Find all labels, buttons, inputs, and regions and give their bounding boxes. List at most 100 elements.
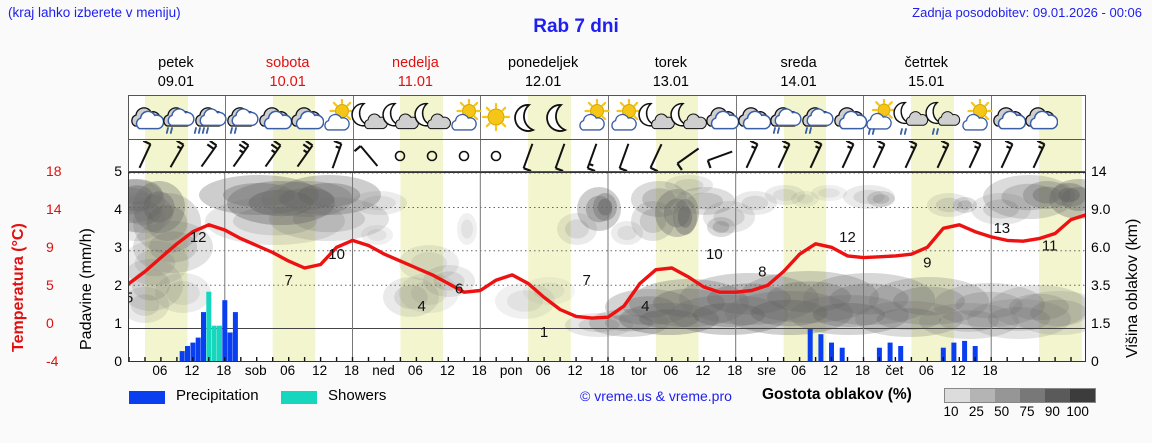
cloud-height-tick: 6.0 [1091, 239, 1111, 255]
cloud-density-swatch [1070, 389, 1095, 402]
cloud-height-tick: 3.5 [1091, 277, 1111, 293]
svg-text:1: 1 [540, 324, 548, 341]
wind-barb [608, 141, 640, 173]
wind-barb [863, 139, 895, 171]
weather-icon-row [128, 95, 1086, 139]
day-separator [480, 96, 482, 139]
weather-icon-moon-cloud-rain [892, 99, 930, 137]
wind-barb-row [128, 139, 1086, 173]
day-separator [991, 96, 993, 139]
temperature-axis-title: Temperatura (°C) [10, 223, 27, 352]
day-header-torek: torek 13.01 [607, 54, 735, 92]
wind-barb [832, 139, 864, 171]
x-tick-label: 12 [823, 363, 839, 378]
precipitation-tick: 4 [114, 201, 122, 217]
x-tick-label: sob [244, 363, 267, 378]
svg-text:10: 10 [328, 246, 345, 263]
cloud-density-tick: 25 [968, 404, 984, 419]
showers-legend-label: Showers [328, 387, 387, 404]
daylight-band [911, 140, 954, 171]
day-date: 10.01 [269, 74, 306, 90]
weather-icon-moon-cloud [413, 99, 452, 137]
day-name: petek [158, 55, 194, 71]
x-tick-label: 06 [791, 363, 807, 378]
day-name: torek [654, 55, 687, 71]
day-header-sobota: sobota 10.01 [224, 54, 352, 92]
wind-barb [353, 141, 385, 171]
location-hint[interactable]: (kraj lahko izberete v meniju) [8, 5, 181, 20]
weather-icon-sun-cloud [605, 98, 643, 137]
x-tick-label: 06 [152, 363, 168, 378]
wind-barb [257, 139, 289, 171]
x-tick-label: 06 [407, 363, 423, 378]
day-header-ponedeljek: ponedeljek 12.01 [479, 54, 607, 92]
x-tick-label: 18 [727, 363, 743, 378]
x-tick-label: 18 [344, 363, 360, 378]
weather-icon-moon-cloud [669, 99, 707, 137]
day-separator [608, 96, 609, 139]
svg-text:5: 5 [129, 289, 133, 306]
x-tick-label: 12 [950, 363, 966, 378]
temperature-tick: 18 [46, 163, 62, 179]
temperature-tick: 14 [46, 201, 62, 217]
wind-barb [1023, 139, 1055, 171]
weather-icon-moon-cloud [637, 99, 675, 137]
wind-barb [736, 139, 768, 171]
weather-icon-sun-cloud-rain [860, 97, 898, 137]
day-name: nedelja [392, 55, 439, 71]
svg-text:10: 10 [706, 246, 723, 263]
x-tick-label: 12 [312, 363, 328, 378]
daylight-band [1039, 140, 1082, 171]
weather-icon-cloudy [701, 99, 740, 137]
x-tick-label: pon [499, 363, 523, 378]
precipitation-tick: 0 [114, 353, 122, 369]
wind-barb [640, 141, 672, 173]
day-separator [352, 140, 354, 171]
wind-barb [512, 141, 544, 173]
svg-text:9: 9 [923, 255, 931, 272]
day-date: 12.01 [524, 74, 562, 90]
x-tick-label: sre [757, 363, 777, 378]
last-update-text: Zadnja posodobitev: 09.01.2026 - 00:06 [912, 5, 1142, 20]
x-axis-tick-labels: 06 12 18 sob 06 12 18 ned 06 12 18 pon 06 12 18 tor 06 12… [128, 363, 1086, 381]
wind-barb [959, 139, 991, 171]
weather-icon-cloudy [254, 99, 293, 137]
weather-icon-cloudy [733, 99, 772, 137]
day-separator [608, 140, 609, 171]
cloud-density-swatch [970, 389, 995, 402]
cloud-height-tick: 9.0 [1091, 201, 1111, 217]
weather-icon-sun-cloud [573, 98, 611, 137]
x-tick-label: 18 [471, 363, 487, 378]
weather-icon-rain-heavy [190, 99, 228, 137]
svg-text:6: 6 [455, 281, 463, 298]
temperature-tick: 5 [46, 277, 54, 293]
wind-barb [384, 141, 416, 171]
daylight-band [783, 140, 827, 171]
temperature-tick: 0 [46, 315, 54, 331]
cloud-density-swatch [945, 389, 970, 402]
day-separator [224, 140, 226, 171]
day-header-row: petek 09.01 sobota 10.01 nedelja 11.01 ponedel… [128, 54, 1086, 94]
weather-icon-rain-light [765, 99, 803, 137]
day-separator [480, 140, 482, 171]
day-separator [863, 140, 865, 171]
daylight-band [400, 140, 443, 171]
wind-barb [800, 139, 832, 171]
wind-barb [448, 141, 480, 171]
precipitation-swatch [129, 391, 165, 404]
x-tick-label: 12 [439, 363, 455, 378]
day-header-četrtek: četrtek 15.01 [862, 54, 990, 92]
day-date: 13.01 [652, 74, 689, 90]
copyright-link[interactable]: © vreme.us & vreme.pro [580, 388, 732, 404]
x-tick-label: tor [631, 363, 647, 378]
day-separator [735, 140, 737, 171]
daylight-band [144, 140, 188, 171]
wind-barb [193, 139, 225, 171]
wind-barb [704, 141, 736, 171]
svg-text:4: 4 [418, 298, 426, 315]
svg-text:13: 13 [993, 220, 1010, 237]
x-tick-label: 18 [599, 363, 615, 378]
wind-barb [576, 141, 608, 173]
cloud-density-swatch [1045, 389, 1070, 402]
cloud-density-tick: 90 [1044, 404, 1060, 419]
